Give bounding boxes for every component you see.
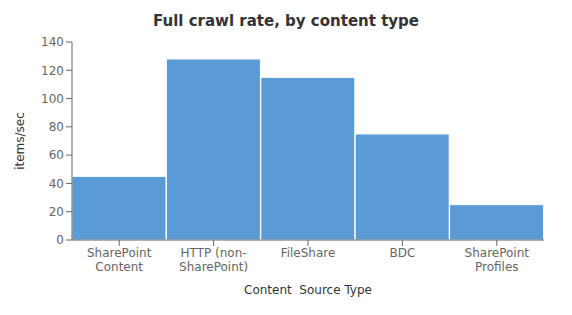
html-text:Full crawl rate, by content ty: Full crawl rate, by content type [153, 12, 419, 30]
svg-text:Content Source Type: Content Source Type [244, 283, 372, 297]
svg-text:FileShare: FileShare [281, 246, 336, 260]
svg-text:60: 60 [49, 148, 64, 162]
svg-text:120: 120 [41, 64, 64, 78]
svg-text:0: 0 [56, 233, 64, 247]
svg-text:SharePointProfiles: SharePointProfiles [465, 246, 530, 274]
svg-text:40: 40 [49, 177, 64, 191]
svg-text:BDC: BDC [389, 246, 415, 260]
svg-text:20: 20 [49, 205, 64, 219]
svg-text:items/sec: items/sec [13, 112, 27, 170]
svg-text:80: 80 [49, 120, 64, 134]
svg-text:140: 140 [41, 35, 64, 49]
svg-text:HTTP (non-SharePoint): HTTP (non-SharePoint) [179, 246, 248, 274]
svg-text:100: 100 [41, 92, 64, 106]
svg-text:SharePointContent: SharePointContent [87, 246, 152, 274]
